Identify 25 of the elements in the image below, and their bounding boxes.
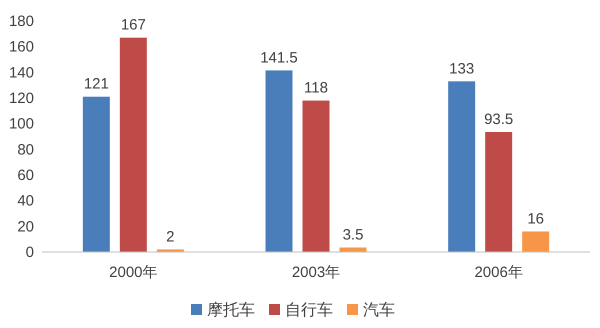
ytick: 140 [8, 64, 34, 82]
xtick: 2006年 [474, 264, 523, 281]
legend: 汽车 [363, 302, 395, 319]
ytick: 0 [26, 244, 34, 261]
ytick: 60 [17, 167, 34, 184]
ytick: 20 [17, 218, 34, 236]
label: 16 [527, 210, 544, 228]
legend: 摩托车 [207, 302, 255, 319]
xtick: 2000年 [109, 264, 158, 281]
label: 121 [84, 76, 109, 93]
legend: 自行车 [285, 302, 333, 319]
ytick: 40 [17, 192, 34, 210]
label: 167 [120, 16, 146, 34]
label: 141.5 [260, 49, 298, 66]
ytick: 160 [8, 38, 34, 56]
label: 93.5 [484, 111, 514, 128]
label: 133 [449, 60, 474, 78]
label: 118 [304, 80, 328, 97]
ytick: 80 [17, 141, 34, 158]
xtick: 2003年 [292, 264, 340, 281]
ytick: 120 [8, 90, 34, 107]
ytick: 100 [8, 116, 34, 133]
ytick: 180 [8, 13, 34, 30]
label: 2 [166, 228, 174, 246]
label: 3.5 [342, 226, 364, 244]
